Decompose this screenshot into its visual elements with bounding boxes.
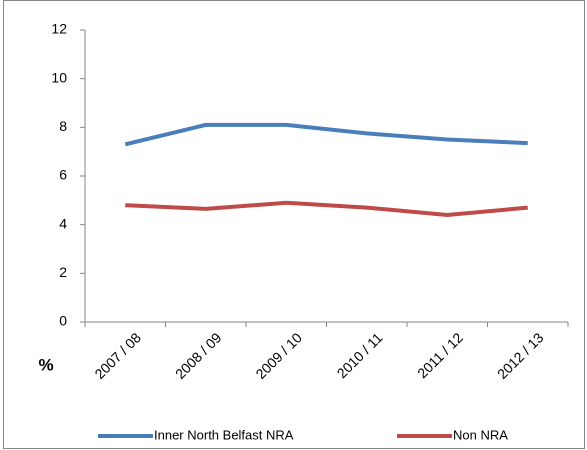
x-tick-label: 2011 / 12 <box>414 329 466 381</box>
legend-label: Inner North Belfast NRA <box>154 427 294 442</box>
y-tick-label: 2 <box>59 264 67 280</box>
series-line <box>124 122 528 147</box>
y-tick-label: 0 <box>59 313 67 329</box>
y-tick-label: 12 <box>51 21 67 37</box>
y-tick-label: 4 <box>59 215 67 231</box>
x-tick-label: 2010 / 11 <box>334 329 386 381</box>
chart-frame <box>3 0 585 449</box>
x-tick-label: 2007 / 08 <box>91 329 144 382</box>
y-axis-label: % <box>38 355 53 374</box>
x-tick-label: 2012 / 13 <box>494 329 547 382</box>
legend-label: Non NRA <box>453 427 508 442</box>
x-tick-label: 2009 / 10 <box>252 329 305 382</box>
y-tick-label: 8 <box>59 118 67 134</box>
series-line <box>125 200 528 217</box>
y-tick-label: 10 <box>51 69 67 85</box>
x-tick-label: 2008 / 09 <box>172 329 225 382</box>
y-tick-label: 6 <box>59 167 67 183</box>
